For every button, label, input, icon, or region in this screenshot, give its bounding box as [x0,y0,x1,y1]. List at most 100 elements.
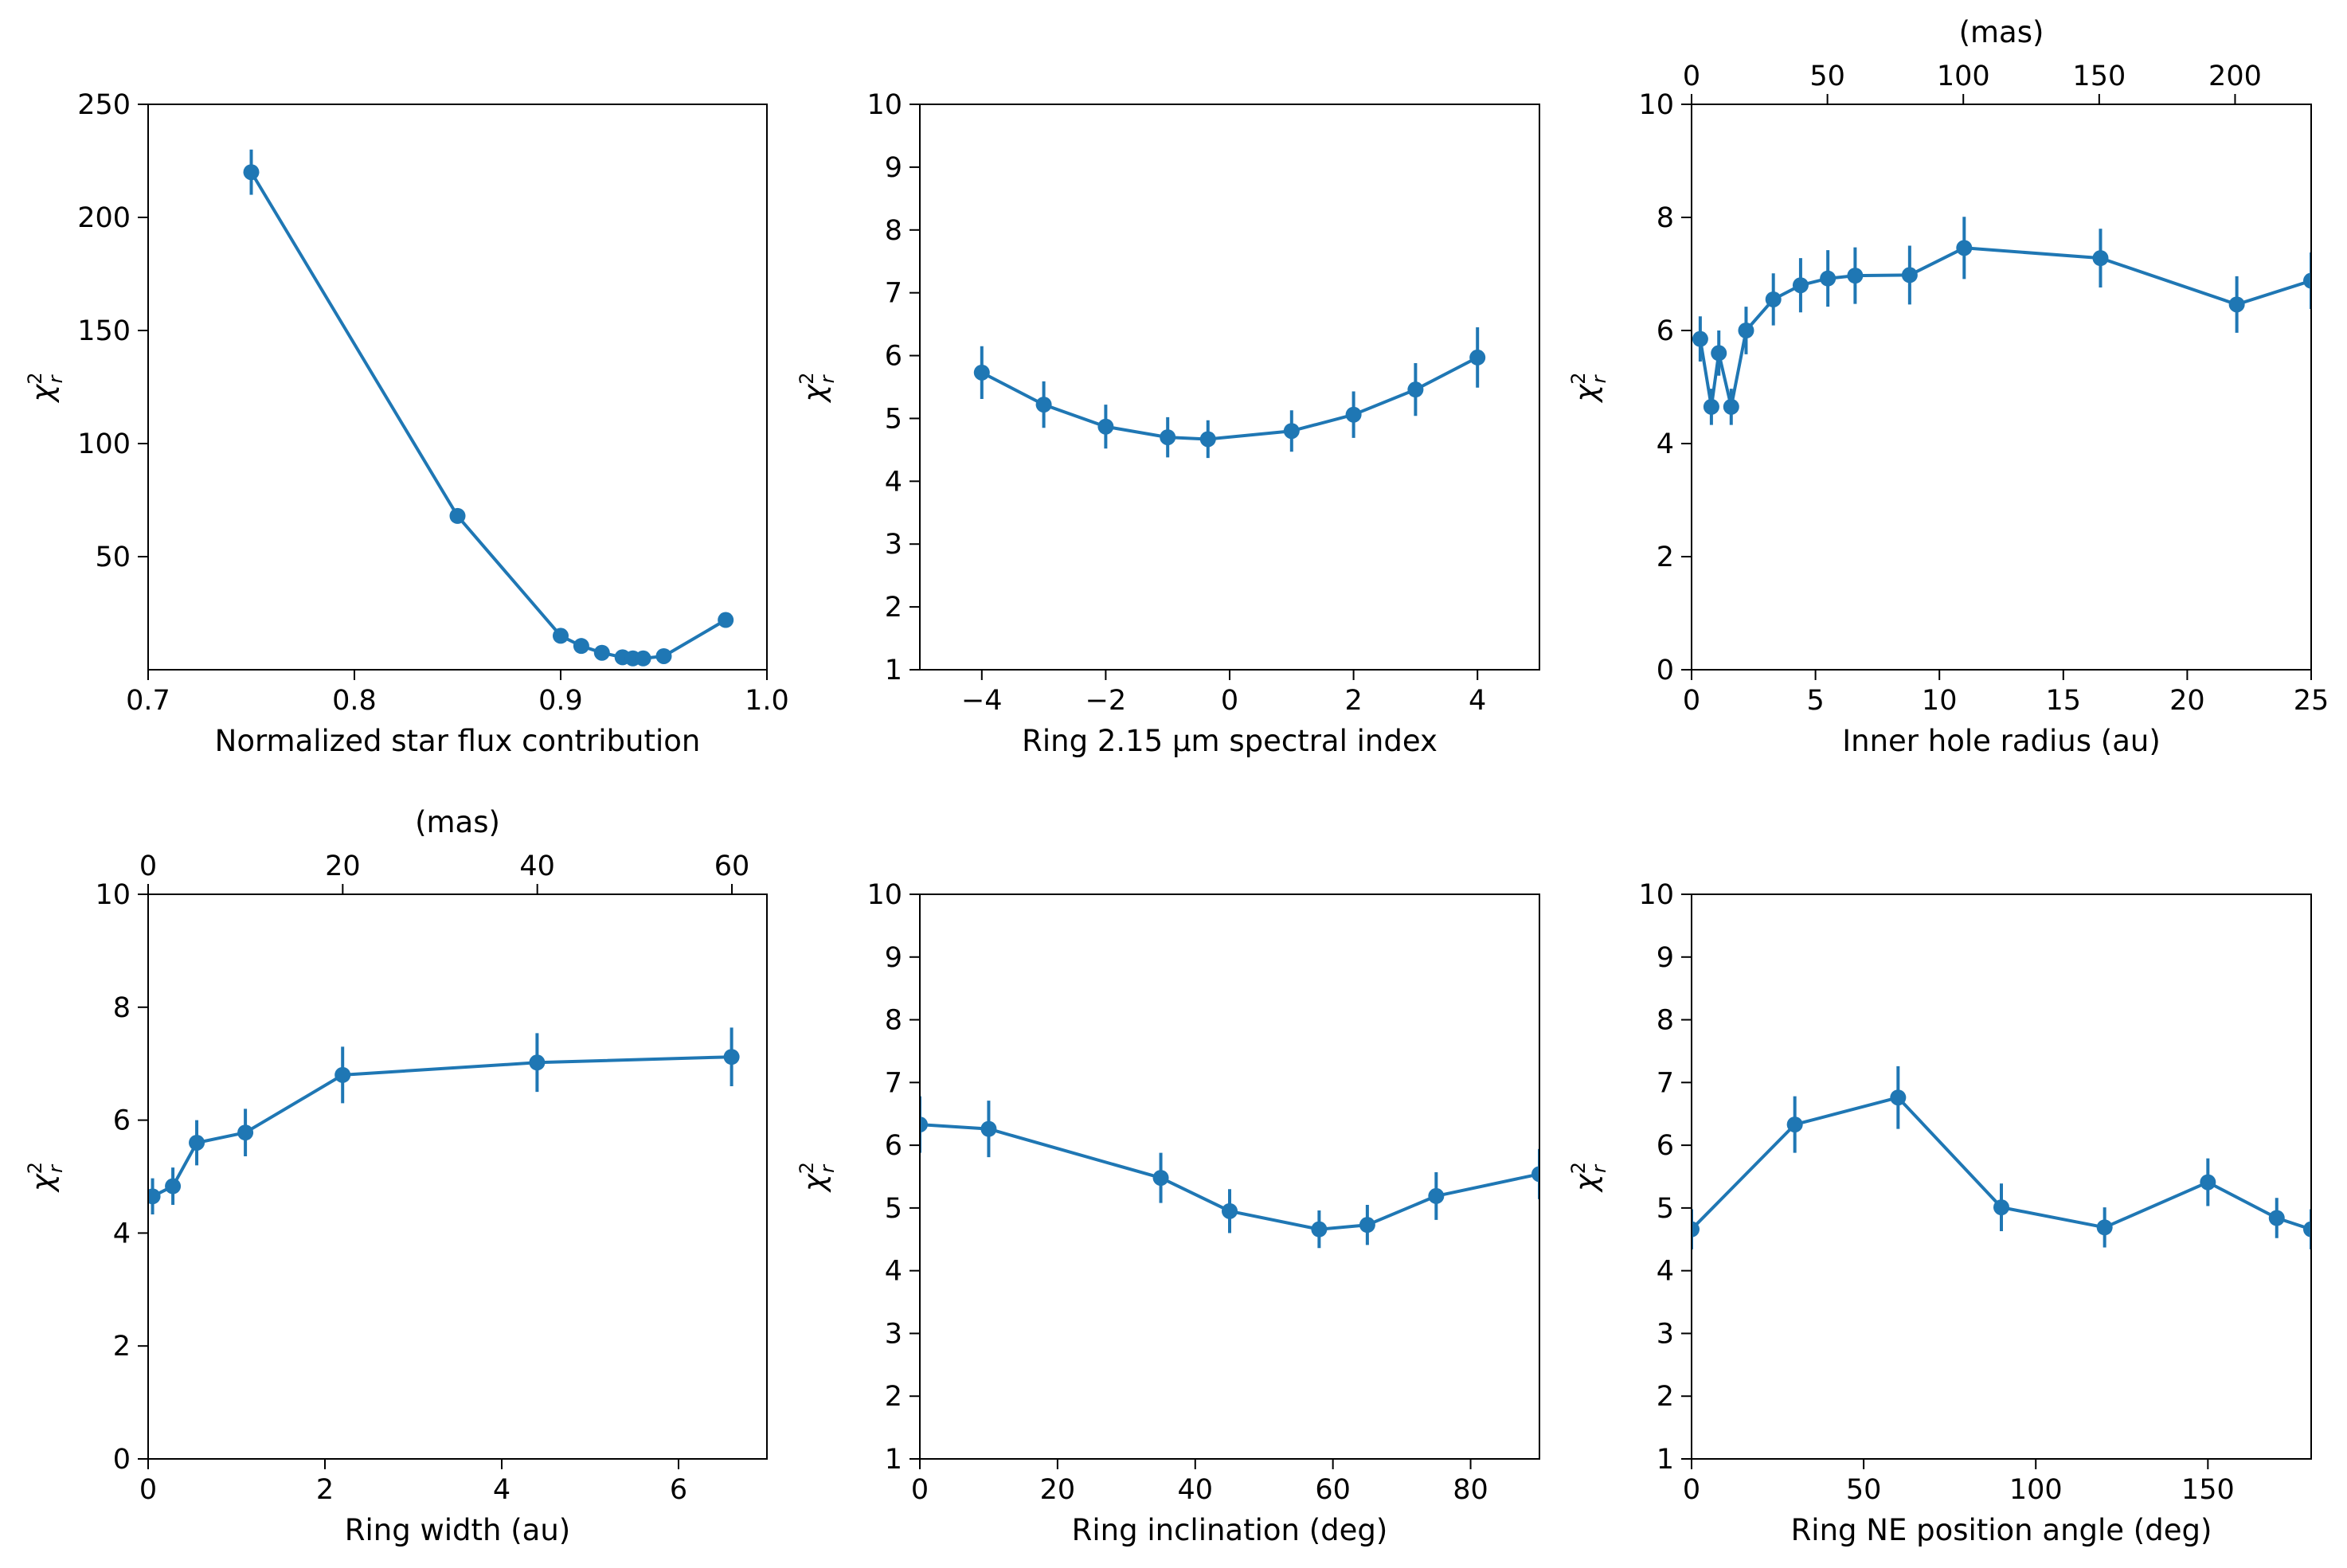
data-point [1738,323,1754,338]
data-point [2092,250,2109,267]
axes-frame [1691,104,2312,671]
x-tick-label: 2 [316,1474,334,1506]
x-axis-label: Ring 2.15 μm spectral index [1022,724,1438,758]
y-tick-label: 0 [1657,655,1674,686]
x-tick-label: −4 [961,685,1003,717]
top-x-tick-label: 150 [2072,61,2126,92]
y-tick-label: 8 [885,1005,902,1037]
data-point [189,1134,205,1151]
x-tick-label: 4 [1469,685,1486,717]
y-tick-label: 2 [885,592,902,624]
axes-frame [919,893,1540,1460]
data-point [593,644,610,661]
data-point [973,364,990,381]
y-tick-label: 50 [95,542,131,573]
y-tick-label: 5 [1657,1193,1674,1225]
y-tick-label: 7 [885,1067,902,1099]
data-point [237,1124,254,1141]
y-tick-label: 1 [885,655,902,686]
data-point [1531,1166,1539,1183]
top-x-tick-label: 50 [1809,61,1845,92]
x-tick-label: 6 [670,1474,687,1506]
axes-frame [147,893,768,1460]
y-axis-label: χ2r [796,1162,839,1193]
top-x-tick-label: 40 [519,850,555,882]
data-point [1711,345,1727,362]
y-axis-label-chi: χ [25,383,60,404]
data-point [723,1049,740,1066]
data-point [243,164,260,181]
data-point [1152,1170,1169,1187]
x-tick-label: 0.8 [332,685,377,717]
y-tick-label: 6 [1657,315,1674,347]
data-point [334,1066,351,1083]
y-tick-label: 250 [77,89,131,121]
y-axis-label: χ2r [796,372,839,403]
y-tick-label: 2 [1657,542,1674,573]
y-axis-label-chi: χ [25,1172,60,1193]
series [1692,1066,2311,1249]
top-x-tick-label: 200 [2208,61,2262,92]
series [243,149,734,667]
data-point [1956,240,1973,256]
x-tick-label: 0.7 [126,685,170,717]
x-tick-label: −2 [1085,685,1127,717]
x-tick-label: 20 [1040,1474,1076,1506]
y-tick-label: 6 [885,1130,902,1162]
top-x-tick-label: 0 [1683,61,1700,92]
x-tick-label: 20 [2169,685,2205,717]
axes-frame [147,104,768,671]
x-axis-label: Normalized star flux contribution [215,724,701,758]
x-tick-label: 150 [2181,1474,2235,1506]
y-tick-label: 6 [1657,1130,1674,1162]
series-line [980,356,1479,441]
top-axis-label: (mas) [415,805,500,839]
y-axis-label-chi: χ [1569,1172,1603,1193]
y-tick-label: 10 [95,879,131,911]
y-axis-label-sub: r [816,373,839,383]
y-tick-label: 6 [885,341,902,373]
x-tick-label: 5 [1806,685,1824,717]
y-tick-label: 2 [885,1381,902,1413]
data-point [1993,1199,2009,1216]
axes-frame [919,104,1540,671]
y-tick-label: 150 [77,315,131,347]
y-tick-label: 8 [113,992,131,1024]
y-tick-label: 100 [77,428,131,460]
x-tick-label: 1.0 [745,685,789,717]
y-tick-label: 5 [885,1193,902,1225]
series [973,327,1486,459]
panel-1: 0.7 0.8 0.9 1.0 50 100 150 200 250 Normalized sta… [24,89,789,758]
x-tick-label: 0 [1221,685,1238,717]
data-point [1160,429,1176,446]
y-axis-label: χ2r [24,372,67,403]
data-point [1901,267,1918,283]
y-tick-label: 7 [1657,1067,1674,1099]
y-tick-label: 10 [1638,879,1674,911]
x-axis-label: Inner hole radius (au) [1842,724,2161,758]
y-axis-label: χ2r [1567,1162,1610,1193]
x-tick-label: 0.9 [538,685,583,717]
top-x-tick-label: 0 [139,850,157,882]
y-tick-label: 9 [1657,942,1674,974]
top-x-tick-label: 20 [325,850,361,882]
y-axis-label-sup: 2 [796,372,818,384]
y-axis-label-sub: r [45,373,67,383]
y-tick-label: 3 [885,529,902,561]
series [1692,217,2311,425]
y-axis-label-sup: 2 [796,1162,818,1174]
series [920,1096,1539,1249]
data-point [1703,398,1719,415]
data-point [449,507,466,524]
data-point [1820,270,1837,287]
y-tick-label: 3 [885,1318,902,1350]
data-point [2303,1221,2311,1238]
x-tick-label: 60 [1315,1474,1351,1506]
y-tick-label: 6 [113,1105,131,1137]
data-point [2200,1174,2216,1191]
data-point [635,650,651,667]
y-tick-label: 9 [885,942,902,974]
y-tick-label: 4 [885,1256,902,1288]
